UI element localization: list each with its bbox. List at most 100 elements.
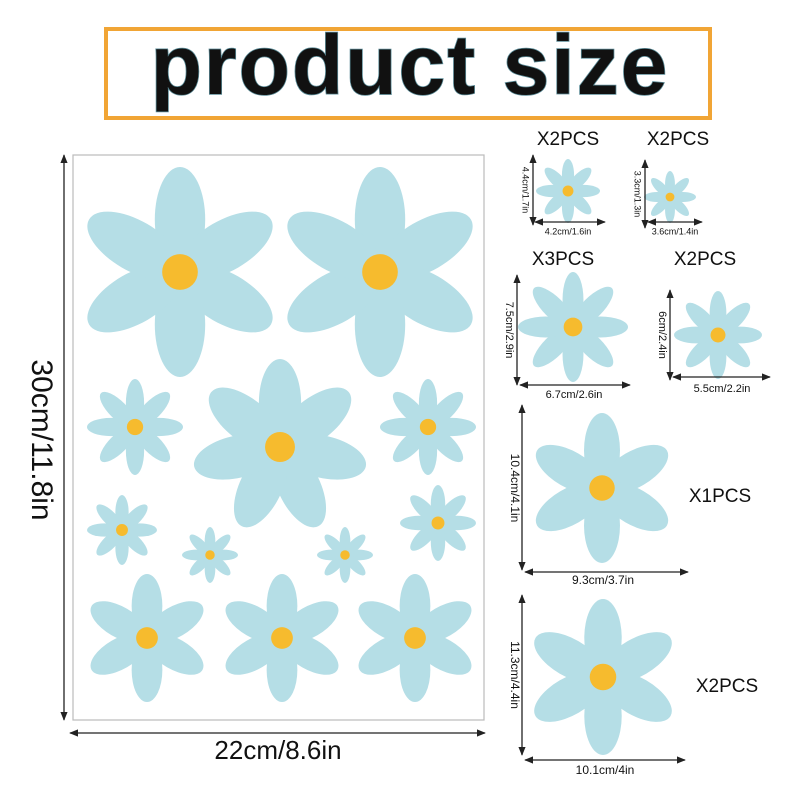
- flower-center: [126, 418, 144, 436]
- flower-center: [205, 550, 215, 560]
- petal: [426, 391, 464, 429]
- petal: [324, 554, 346, 576]
- petal: [534, 671, 605, 722]
- flower: [534, 599, 672, 755]
- dimension-label: 4.2cm/1.6in: [545, 226, 592, 236]
- flower: [182, 527, 238, 583]
- dimension-label: 10.1cm/4in: [576, 763, 635, 777]
- petal: [571, 286, 614, 329]
- petal: [133, 391, 171, 429]
- petal: [209, 534, 231, 556]
- flower: [287, 167, 473, 377]
- dimension-label: 3.6cm/1.4in: [652, 226, 699, 236]
- petal: [344, 534, 366, 556]
- petal: [567, 190, 592, 215]
- flower: [193, 359, 367, 528]
- dimension-label: 22cm/8.6in: [214, 735, 341, 765]
- dimension-label: 10.4cm/4.1in: [508, 454, 522, 523]
- petal: [600, 444, 669, 494]
- petal: [534, 632, 605, 683]
- petal: [392, 425, 430, 463]
- petal: [324, 534, 346, 556]
- petal: [121, 529, 148, 556]
- petal: [669, 177, 690, 198]
- petal: [650, 177, 671, 198]
- petal: [437, 495, 466, 524]
- petal: [650, 196, 671, 217]
- flower: [400, 485, 476, 561]
- petal: [189, 554, 211, 576]
- petal: [90, 633, 149, 675]
- flower-center: [589, 663, 617, 691]
- petal: [280, 601, 339, 643]
- petal: [413, 601, 472, 643]
- petal: [544, 167, 569, 192]
- flower: [87, 495, 157, 565]
- petal: [208, 387, 283, 452]
- petal: [225, 601, 284, 643]
- dimension-label: 7.5cm/2.9in: [503, 302, 515, 359]
- flower-center: [563, 317, 583, 337]
- flower-center: [589, 475, 615, 501]
- dimension-label: 4.4cm/1.7in: [521, 167, 531, 214]
- flower: [225, 574, 339, 702]
- dimension-label: 9.3cm/3.7in: [572, 573, 634, 587]
- flower: [90, 574, 204, 702]
- petal: [99, 425, 137, 463]
- petal: [392, 391, 430, 429]
- petal: [233, 445, 288, 528]
- dimension-label: 5.5cm/2.2in: [694, 383, 751, 395]
- flowers: [87, 159, 762, 755]
- petal: [437, 522, 466, 551]
- dimension-label: 6.7cm/2.6in: [546, 389, 603, 401]
- petal: [410, 522, 439, 551]
- petal: [87, 211, 182, 280]
- petal: [716, 333, 751, 368]
- petal: [280, 633, 339, 675]
- petal: [99, 391, 137, 429]
- flower-center: [265, 432, 295, 462]
- dimension-label: 11.3cm/4.4in: [508, 641, 522, 709]
- quantity-label: X1PCS: [689, 486, 751, 507]
- petal: [601, 671, 672, 722]
- petal: [209, 554, 231, 576]
- quantity-label: X2PCS: [696, 676, 758, 697]
- quantity-label: X2PCS: [674, 249, 736, 270]
- petal: [600, 482, 669, 532]
- petal: [532, 286, 575, 329]
- flower-center: [362, 254, 398, 290]
- flower-center: [710, 327, 726, 343]
- flower: [317, 527, 373, 583]
- petal: [716, 302, 751, 337]
- flower-center: [404, 627, 426, 649]
- title: product size: [151, 18, 670, 112]
- quantity-label: X2PCS: [537, 129, 599, 150]
- flower-center: [665, 192, 675, 202]
- petal: [535, 482, 604, 532]
- petal: [535, 444, 604, 494]
- petal: [413, 633, 472, 675]
- flower: [674, 291, 762, 379]
- flower-center: [162, 254, 198, 290]
- petal: [669, 196, 690, 217]
- flower: [536, 159, 600, 223]
- dimension-label: 3.3cm/1.3in: [633, 171, 643, 218]
- flower: [358, 574, 472, 702]
- quantity-label: X2PCS: [647, 129, 709, 150]
- dimension-label: 30cm/11.8in: [25, 359, 58, 520]
- flower: [644, 171, 696, 223]
- flower-center: [116, 524, 128, 536]
- petal: [178, 264, 273, 333]
- dimension-label: 6cm/2.4in: [656, 311, 668, 359]
- flower-center: [562, 185, 574, 197]
- petal: [544, 190, 569, 215]
- petal: [121, 504, 148, 531]
- petal: [133, 425, 171, 463]
- petal: [685, 333, 720, 368]
- petal: [567, 167, 592, 192]
- flower: [87, 379, 183, 475]
- flower-center: [271, 627, 293, 649]
- flower-center: [136, 627, 158, 649]
- petal: [287, 211, 382, 280]
- flower: [535, 413, 669, 563]
